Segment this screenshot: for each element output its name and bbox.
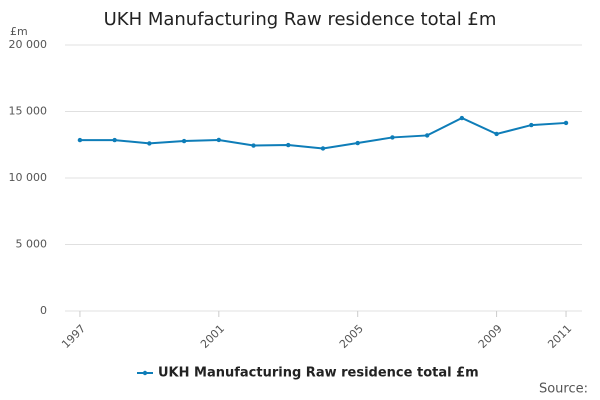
y-tick-label: 10 000 [9,171,48,184]
point [77,137,83,143]
point [320,146,326,151]
point [424,133,430,138]
point [251,143,256,148]
point [494,131,499,137]
y-tick-label: 5 000 [16,238,48,251]
legend-label: UKH Manufacturing Raw residence total £m [158,366,479,381]
point [147,141,152,146]
x-tick-label: 2009 [476,322,505,351]
y-tick-label: 0 [40,304,47,317]
x-tick-label: 2011 [545,322,574,351]
x-tick-label: 1997 [59,322,88,351]
y-tick-label: 15 000 [9,105,48,118]
chart-title: UKH Manufacturing Raw residence total £m [104,9,497,30]
point [529,122,534,128]
point [112,137,117,143]
point [390,135,395,140]
series-line [79,116,567,150]
x-tick-label: 2001 [198,322,227,351]
point [181,138,187,144]
y-unit: £m [10,25,28,38]
point [459,115,465,121]
legend-marker [142,370,148,376]
point [286,142,291,148]
point [355,140,360,146]
x-tick-label: 2005 [337,322,366,351]
source: Source: [539,382,588,397]
y-tick-label: 20 000 [9,38,48,51]
point [563,120,569,126]
point [216,137,222,143]
